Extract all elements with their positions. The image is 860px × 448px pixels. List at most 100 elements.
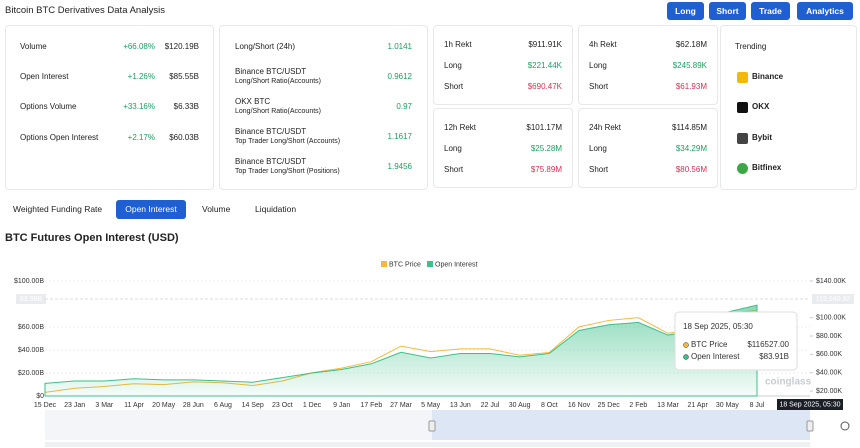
current-bg (16, 294, 46, 304)
x-tick-label: 5 May (421, 402, 441, 409)
ratio-sub: Long/Short Ratio(Accounts) (235, 108, 321, 115)
short-value: $75.89M (530, 165, 562, 174)
tab[interactable]: Liquidation (255, 204, 297, 214)
long-label: Long (589, 61, 607, 70)
y-tick-label: $60.00B (18, 324, 44, 331)
ratio-label: OKX BTC (235, 97, 271, 106)
page-title: Bitcoin BTC Derivatives Data Analysis (5, 5, 165, 16)
ratio-value: 1.0141 (387, 42, 412, 51)
exchange-name[interactable]: Bitfinex (752, 163, 782, 172)
long-label: Long (444, 144, 462, 153)
y2-tick-label: $40.00K (816, 370, 842, 377)
x-tick-label: 23 Oct (272, 402, 293, 409)
rekt-card: 4h Rekt $62.18M Long $245.89K Short $61.93M (578, 25, 718, 105)
ratio-label: Long/Short (24h) (235, 42, 296, 51)
nav-button[interactable]: Long (667, 2, 704, 20)
ratio-label: Binance BTC/USDT (235, 67, 307, 76)
oi-area (44, 304, 758, 397)
short-label: Short (444, 82, 464, 91)
x-tick-label: 28 Jun (183, 402, 204, 409)
y-tick-label: $0 (36, 393, 44, 400)
x-tick-label: 20 May (152, 402, 175, 409)
tooltip-dot (683, 354, 689, 360)
rekt-card: 12h Rekt $101.17M Long $25.28M Short $75.89M (433, 108, 573, 188)
tab[interactable]: Volume (202, 204, 231, 214)
exchange-icon (737, 72, 748, 83)
stat-label: Open Interest (20, 72, 69, 81)
stat-value: $60.03B (169, 133, 199, 142)
stat-change: +66.08% (123, 42, 155, 51)
x-tick-label: 6 Aug (214, 402, 232, 409)
x-tick-label: 9 Jan (333, 402, 350, 409)
navigator-handle (428, 420, 436, 432)
legend-swatch (427, 261, 433, 267)
x-tick-label: 17 Feb (360, 402, 382, 409)
x-tick-label: 22 Jul (481, 402, 500, 409)
stat-change: +33.16% (123, 102, 155, 111)
short-value: $690.47K (527, 82, 562, 91)
legend-label: BTC Price (389, 261, 421, 268)
cursor-label-bg (777, 399, 843, 410)
y-tick-label: $40.00B (18, 347, 44, 354)
ratio-label: Binance BTC/USDT (235, 157, 307, 166)
short-value: $80.56M (675, 165, 707, 174)
ratio-card: Long/Short (24h) 1.0141 Binance BTC/USDT Lo… (219, 25, 428, 190)
stat-label: Volume (20, 42, 47, 51)
tooltip (674, 311, 798, 371)
rekt-total: $114.85M (672, 123, 707, 132)
tooltip-dot (683, 342, 689, 348)
rekt-period: 1h Rekt (444, 40, 472, 49)
long-value: $25.28M (530, 144, 562, 153)
x-tick-label: 8 Oct (541, 402, 558, 409)
x-tick-label: 2 Feb (629, 402, 647, 409)
rekt-period: 24h Rekt (589, 123, 622, 132)
nav-button[interactable]: Short (709, 2, 746, 20)
x-tick-label: 13 Jun (450, 402, 471, 409)
stats-card: Volume +66.08% $120.19B Open Interest +1.26%… (5, 25, 214, 190)
current-label: 119,940.92 (816, 296, 851, 303)
x-tick-label: 23 Jan (64, 402, 85, 409)
stat-change: +1.26% (127, 72, 155, 81)
y2-tick-label: $20.00K (816, 388, 842, 395)
tooltip-name: Open Interest (691, 352, 740, 361)
x-tick-label: 25 Dec (598, 402, 621, 409)
nav-button[interactable]: Trade (751, 2, 790, 20)
tooltip-value: $83.91B (759, 352, 789, 361)
cursor-label: 18 Sep 2025, 05:30 (779, 401, 840, 408)
rekt-total: $62.18M (675, 40, 707, 49)
long-value: $221.44K (527, 61, 562, 70)
navigator-handle (806, 420, 814, 432)
x-tick-label: 30 May (716, 402, 739, 409)
x-tick-label: 27 Mar (390, 402, 412, 409)
x-tick-label: 15 Dec (34, 402, 57, 409)
x-tick-label: 16 Nov (568, 402, 591, 409)
exchange-name[interactable]: Bybit (752, 133, 772, 142)
ratio-value: 0.97 (396, 102, 412, 111)
x-tick-label: 1 Dec (303, 402, 322, 409)
y2-tick-label: $100.00K (816, 315, 846, 322)
tooltip-name: BTC Price (691, 340, 728, 349)
tab[interactable]: Weighted Funding Rate (13, 204, 103, 214)
navigator-range (432, 410, 810, 440)
current-label: 83.98B (20, 296, 43, 303)
stat-value: $85.55B (169, 72, 199, 81)
rekt-card: 1h Rekt $911.91K Long $221.44K Short $690.47K (433, 25, 573, 105)
stat-value: $6.33B (173, 102, 199, 111)
exchange-name[interactable]: OKX (752, 102, 770, 111)
x-tick-label: 14 Sep (242, 402, 264, 409)
rekt-total: $101.17M (526, 123, 562, 132)
short-value: $61.93M (675, 82, 707, 91)
nav-button[interactable]: Analytics (797, 2, 853, 20)
short-label: Short (444, 165, 464, 174)
tab[interactable]: Open Interest (116, 200, 186, 219)
x-tick-label: 21 Apr (688, 402, 709, 409)
exchange-name[interactable]: Binance (752, 72, 784, 81)
chart-title: BTC Futures Open Interest (USD) (5, 232, 179, 244)
rekt-card: 24h Rekt $114.85M Long $34.29M Short $80.56M (578, 108, 718, 188)
tooltip-date: 18 Sep 2025, 05:30 (683, 322, 753, 331)
short-label: Short (589, 82, 609, 91)
x-tick-label: 8 Jul (750, 402, 765, 409)
ratio-value: 1.1617 (387, 132, 412, 141)
long-value: $34.29M (675, 144, 707, 153)
